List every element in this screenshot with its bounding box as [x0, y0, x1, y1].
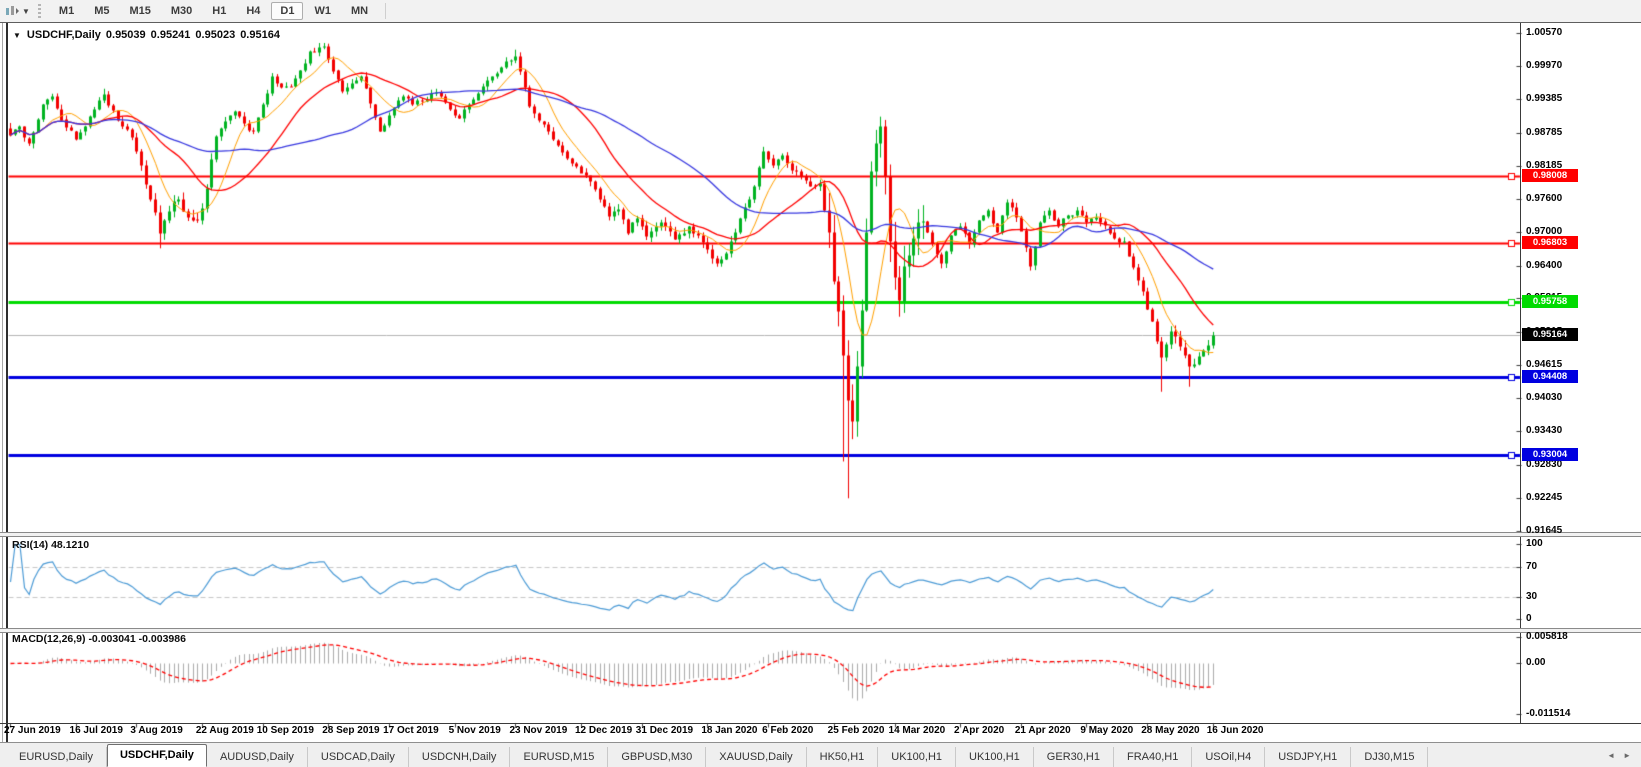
window-left-edge [2, 23, 3, 743]
date-label: 5 Nov 2019 [448, 725, 501, 736]
date-label: 14 Mar 2020 [888, 725, 946, 736]
chevron-down-icon[interactable]: ▼ [22, 6, 30, 16]
window-left-border [6, 23, 8, 743]
date-label: 21 Apr 2020 [1014, 725, 1071, 736]
date-label: 9 May 2020 [1080, 725, 1134, 736]
chart-tab-xauusd-daily[interactable]: XAUUSD,Daily [706, 747, 807, 767]
price-tick-label: 0.98785 [1526, 126, 1563, 138]
rsi-indicator-label: RSI(14) 48.1210 [12, 539, 90, 551]
timeframes-icon[interactable] [4, 3, 20, 19]
pane-divider-macd[interactable] [0, 628, 1641, 633]
chart-tab-usdjpy-h1[interactable]: USDJPY,H1 [1265, 747, 1352, 767]
date-label: 23 Nov 2019 [509, 725, 568, 736]
rsi-tick-label: 0 [1526, 613, 1532, 624]
hline-price-badge: 0.94408 [1522, 369, 1578, 383]
rsi-tick-label: 30 [1526, 590, 1538, 602]
chart-tab-uk100-h1[interactable]: UK100,H1 [956, 747, 1034, 767]
price-chart-canvas[interactable] [0, 23, 1641, 743]
ohlc-open: 0.95039 [105, 29, 146, 41]
price-tick-label: 0.93430 [1526, 425, 1563, 437]
date-label: 31 Dec 2019 [635, 725, 694, 736]
timeframe-button-m5[interactable]: M5 [94, 5, 110, 17]
chart-symbol: USDCHF,Daily [26, 29, 101, 41]
tab-scroll-right-icon[interactable]: ► [1623, 751, 1631, 760]
rsi-tick-label: 70 [1526, 560, 1538, 572]
date-label: 27 Jun 2019 [4, 725, 61, 736]
chart-tab-ger30-h1[interactable]: GER30,H1 [1034, 747, 1114, 767]
date-label: 25 Feb 2020 [827, 725, 885, 736]
hline-price-badge: 0.93004 [1522, 448, 1578, 462]
timeframe-button-w1[interactable]: W1 [314, 5, 331, 17]
price-tick-label: 0.96400 [1526, 259, 1563, 271]
macd-tick-label: 0.005818 [1526, 631, 1568, 643]
tab-scroll-left-icon[interactable]: ◄ [1607, 751, 1615, 760]
chart-tab-uk100-h1[interactable]: UK100,H1 [878, 747, 957, 767]
timeframe-button-m1[interactable]: M1 [58, 5, 75, 17]
current-price-badge: 0.95164 [1522, 327, 1578, 341]
price-tick-label: 0.97000 [1526, 226, 1563, 238]
timeframe-button-m30[interactable]: M30 [170, 5, 193, 17]
time-axis-line [0, 723, 1641, 724]
price-tick-label: 0.97600 [1526, 192, 1563, 204]
price-tick-label: 0.91645 [1526, 525, 1563, 536]
date-label: 16 Jun 2020 [1206, 725, 1264, 736]
date-label: 10 Sep 2019 [256, 725, 314, 736]
timeframe-button-group: M1 M5 M15 M30 H1 H4 D1 W1 MN [49, 2, 378, 20]
timeframe-button-h1[interactable]: H1 [212, 5, 227, 17]
ohlc-high: 0.95241 [150, 29, 191, 41]
chart-tab-gbpusd-m30[interactable]: GBPUSD,M30 [608, 747, 707, 767]
price-tick-label: 0.99970 [1526, 60, 1563, 72]
price-tick-label: 0.98185 [1526, 160, 1563, 172]
chart-tab-eurusd-daily[interactable]: EURUSD,Daily [6, 747, 107, 767]
chart-tab-dj30-m15[interactable]: DJ30,M15 [1351, 747, 1429, 767]
timeframe-toolbar: ▼ M1 M5 M15 M30 H1 H4 D1 W1 MN [0, 0, 1641, 22]
date-label: 28 Sep 2019 [322, 725, 380, 736]
timeframe-button-d1[interactable]: D1 [271, 2, 304, 20]
date-label: 17 Oct 2019 [383, 725, 439, 736]
chart-tab-audusd-daily[interactable]: AUDUSD,Daily [207, 747, 308, 767]
timeframe-button-m15[interactable]: M15 [129, 5, 151, 17]
tab-list: EURUSD,Daily USDCHF,Daily AUDUSD,Daily USDC… [6, 744, 1429, 767]
rsi-tick-label: 100 [1526, 538, 1543, 549]
hline-price-badge: 0.96803 [1522, 236, 1578, 250]
hline-price-badge: 0.98008 [1522, 168, 1578, 182]
chart-tab-bar: EURUSD,Daily USDCHF,Daily AUDUSD,Daily USDC… [0, 742, 1641, 767]
chart-tab-usdcad-daily[interactable]: USDCAD,Daily [308, 747, 409, 767]
price-tick-label: 0.99385 [1526, 93, 1563, 105]
date-label: 18 Jan 2020 [701, 725, 758, 736]
chart-tab-fra40-h1[interactable]: FRA40,H1 [1114, 747, 1193, 767]
triangle-down-icon[interactable]: ▼ [13, 31, 21, 40]
price-tick-label: 1.00570 [1526, 27, 1563, 38]
pane-divider-rsi[interactable] [0, 532, 1641, 537]
price-tick-label: 0.92245 [1526, 491, 1563, 503]
macd-tick-label: 0.00 [1526, 657, 1546, 668]
toolbar-grip[interactable] [37, 4, 41, 18]
timeframe-button-h4[interactable]: H4 [246, 5, 261, 17]
chart-tab-usoil-h4[interactable]: USOil,H4 [1192, 747, 1266, 767]
ohlc-close: 0.95164 [240, 29, 280, 41]
date-label: 16 Jul 2019 [69, 725, 123, 736]
macd-tick-label: -0.011514 [1526, 708, 1571, 720]
price-tick-label: 0.94615 [1526, 359, 1563, 371]
date-label: 28 May 2020 [1141, 725, 1200, 736]
date-label: 22 Aug 2019 [195, 725, 254, 736]
chart-tab-usdchf-daily[interactable]: USDCHF,Daily [106, 744, 207, 767]
chart-title: ▼ USDCHF,Daily 0.95039 0.95241 0.95023 0.9516… [13, 29, 285, 41]
date-label: 12 Dec 2019 [574, 725, 633, 736]
timeframe-button-mn[interactable]: MN [350, 5, 369, 17]
date-label: 6 Feb 2020 [762, 725, 814, 736]
chart-tab-eurusd-m15[interactable]: EURUSD,M15 [510, 747, 609, 767]
chart-window: ▼ USDCHF,Daily 0.95039 0.95241 0.95023 0.9516… [0, 22, 1641, 743]
price-tick-label: 0.94030 [1526, 391, 1563, 403]
macd-indicator-label: MACD(12,26,9) -0.003041 -0.003986 [12, 633, 186, 645]
date-label: 3 Aug 2019 [130, 725, 183, 736]
chart-tab-hk50-h1[interactable]: HK50,H1 [807, 747, 879, 767]
price-tick-label: 0.92830 [1526, 458, 1563, 470]
date-label: 2 Apr 2020 [954, 725, 1005, 736]
toolbar-separator [385, 3, 387, 19]
chart-tab-usdcnh-daily[interactable]: USDCNH,Daily [409, 747, 511, 767]
hline-price-badge: 0.95758 [1522, 294, 1578, 308]
price-axis-line [1520, 23, 1521, 723]
ohlc-low: 0.95023 [195, 29, 236, 41]
